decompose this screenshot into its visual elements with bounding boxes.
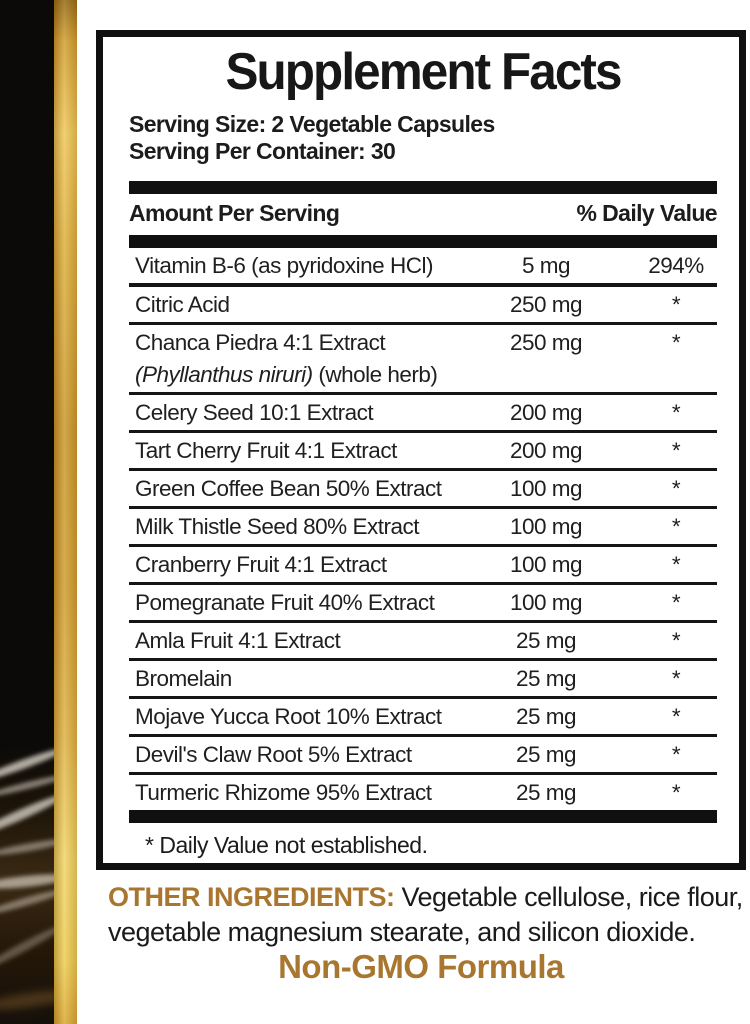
ingredient-daily-value: * bbox=[671, 780, 681, 805]
smoke-wisp bbox=[0, 771, 54, 800]
ingredient-rows: Vitamin B-6 (as pyridoxine HCl) 5 mg 294… bbox=[129, 248, 717, 810]
smoke-wisp bbox=[0, 836, 54, 858]
ingredient-row: Devil's Claw Root 5% Extract 25 mg * bbox=[129, 737, 717, 775]
ingredient-daily-value: * bbox=[671, 742, 681, 767]
daily-value-footnote: * Daily Value not established. bbox=[145, 832, 428, 858]
thick-divider-bar bbox=[129, 810, 717, 823]
ingredient-amount: 100 mg bbox=[509, 476, 583, 501]
daily-value-header: % Daily Value bbox=[576, 200, 718, 226]
ingredient-name: Pomegranate Fruit 40% Extract bbox=[135, 590, 435, 615]
other-ingredients-section: OTHER INGREDIENTS: Vegetable cellulose, … bbox=[108, 880, 750, 950]
ingredient-amount: 100 mg bbox=[509, 590, 583, 615]
ingredient-name: Tart Cherry Fruit 4:1 Extract bbox=[135, 438, 397, 463]
gold-accent-stripe bbox=[54, 0, 77, 1024]
ingredient-daily-value: * bbox=[671, 590, 681, 615]
ingredient-daily-value: * bbox=[671, 330, 681, 355]
ingredient-daily-value: * bbox=[671, 438, 681, 463]
ingredient-row: Amla Fruit 4:1 Extract 25 mg * bbox=[129, 623, 717, 661]
ingredient-row: Cranberry Fruit 4:1 Extract 100 mg * bbox=[129, 547, 717, 585]
ingredient-row: Tart Cherry Fruit 4:1 Extract 200 mg * bbox=[129, 433, 717, 471]
ingredient-daily-value: * bbox=[671, 514, 681, 539]
bottle-photo-texture bbox=[0, 744, 54, 1024]
smoke-wisp bbox=[0, 986, 54, 1014]
ingredient-row: Pomegranate Fruit 40% Extract 100 mg * bbox=[129, 585, 717, 623]
ingredient-row: Chanca Piedra 4:1 Extract 250 mg * (Phyl… bbox=[129, 325, 717, 395]
ingredient-row: Green Coffee Bean 50% Extract 100 mg * bbox=[129, 471, 717, 509]
smoke-wisp bbox=[0, 790, 54, 840]
ingredient-amount: 25 mg bbox=[515, 628, 577, 653]
smoke-wisp bbox=[0, 871, 54, 892]
ingredient-name: Milk Thistle Seed 80% Extract bbox=[135, 514, 419, 539]
panel-title: Supplement Facts bbox=[225, 43, 622, 101]
ingredient-name: Amla Fruit 4:1 Extract bbox=[135, 628, 341, 653]
ingredient-name: Cranberry Fruit 4:1 Extract bbox=[135, 552, 387, 577]
column-header-row: Amount Per Serving % Daily Value bbox=[129, 194, 718, 235]
thick-divider-bar bbox=[129, 181, 717, 194]
ingredient-row: Citric Acid 250 mg * bbox=[129, 287, 717, 325]
thick-divider-bar bbox=[129, 235, 717, 248]
ingredient-daily-value: * bbox=[671, 628, 681, 653]
ingredient-subline-rest: (whole herb) bbox=[312, 362, 438, 387]
ingredient-daily-value: * bbox=[671, 704, 681, 729]
ingredient-amount: 25 mg bbox=[515, 780, 577, 805]
ingredient-subline: (Phyllanthus niruri) (whole herb) bbox=[129, 360, 717, 392]
ingredient-amount: 100 mg bbox=[509, 514, 583, 539]
ingredient-name: Turmeric Rhizome 95% Extract bbox=[135, 780, 432, 805]
ingredient-daily-value: * bbox=[671, 292, 681, 317]
ingredient-row: Vitamin B-6 (as pyridoxine HCl) 5 mg 294… bbox=[129, 248, 717, 287]
servings-per-container-line: Serving Per Container: 30 bbox=[129, 138, 396, 164]
smoke-wisp bbox=[0, 921, 54, 974]
ingredient-name: Green Coffee Bean 50% Extract bbox=[135, 476, 442, 501]
ingredient-amount: 25 mg bbox=[515, 742, 577, 767]
amount-per-serving-header: Amount Per Serving bbox=[129, 200, 340, 226]
ingredient-name: Vitamin B-6 (as pyridoxine HCl) bbox=[135, 253, 433, 278]
ingredient-amount: 250 mg bbox=[509, 292, 583, 317]
ingredient-name: Bromelain bbox=[135, 666, 232, 691]
ingredient-amount: 250 mg bbox=[509, 330, 583, 355]
ingredient-name: Devil's Claw Root 5% Extract bbox=[135, 742, 412, 767]
ingredient-row: Turmeric Rhizome 95% Extract 25 mg * bbox=[129, 775, 717, 810]
ingredient-daily-value: * bbox=[671, 400, 681, 425]
serving-size-line: Serving Size: 2 Vegetable Capsules bbox=[129, 111, 495, 137]
ingredient-name: Chanca Piedra 4:1 Extract bbox=[135, 330, 386, 355]
ingredient-daily-value: * bbox=[671, 552, 681, 577]
ingredient-amount: 25 mg bbox=[515, 704, 577, 729]
ingredient-row: Mojave Yucca Root 10% Extract 25 mg * bbox=[129, 699, 717, 737]
ingredient-name: Citric Acid bbox=[135, 292, 230, 317]
other-ingredients-text: Vegetable cellulose, rice flour, vegetab… bbox=[108, 882, 743, 947]
ingredient-latin-name: (Phyllanthus niruri) bbox=[135, 362, 313, 387]
ingredient-row: Celery Seed 10:1 Extract 200 mg * bbox=[129, 395, 717, 433]
ingredient-name: Mojave Yucca Root 10% Extract bbox=[135, 704, 442, 729]
ingredient-daily-value: * bbox=[671, 476, 681, 501]
ingredient-name: Celery Seed 10:1 Extract bbox=[135, 400, 374, 425]
non-gmo-formula-text: Non-GMO Formula bbox=[278, 948, 564, 985]
ingredient-row: Bromelain 25 mg * bbox=[129, 661, 717, 699]
ingredient-daily-value: 294% bbox=[648, 253, 704, 278]
ingredient-row: Milk Thistle Seed 80% Extract 100 mg * bbox=[129, 509, 717, 547]
other-ingredients-label: OTHER INGREDIENTS: bbox=[108, 882, 395, 912]
ingredient-daily-value: * bbox=[671, 666, 681, 691]
smoke-wisp bbox=[0, 886, 54, 918]
ingredient-amount: 200 mg bbox=[509, 438, 583, 463]
bottle-edge-photo bbox=[0, 0, 54, 1024]
ingredient-amount: 25 mg bbox=[515, 666, 577, 691]
ingredient-amount: 100 mg bbox=[509, 552, 583, 577]
ingredient-amount: 200 mg bbox=[509, 400, 583, 425]
supplement-facts-panel: Supplement Facts Serving Size: 2 Vegetab… bbox=[96, 30, 746, 870]
ingredient-amount: 5 mg bbox=[521, 253, 571, 278]
